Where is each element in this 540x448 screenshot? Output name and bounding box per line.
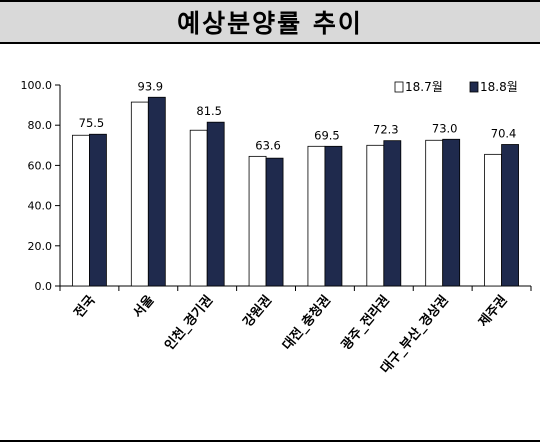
- data-label: 75.5: [79, 116, 105, 130]
- legend-label: 18.8월: [480, 80, 518, 94]
- bar-18-7: [484, 153, 502, 287]
- chart-title: 예상분양률 추이: [177, 9, 363, 38]
- category-label: 제주권: [476, 293, 511, 330]
- data-label: 69.5: [314, 128, 340, 142]
- y-tick-label: 80.0: [28, 119, 53, 132]
- title-bar: 예상분양률 추이: [0, 0, 540, 44]
- bar-18-7: [307, 145, 326, 287]
- category-label: 인천_경기권: [161, 292, 216, 353]
- bar-18-8: [442, 138, 461, 287]
- bar-18-8: [265, 157, 284, 287]
- data-label: 70.4: [491, 126, 517, 140]
- bar-18-7: [130, 101, 149, 287]
- bars: [72, 96, 519, 287]
- category-label: 전국: [71, 292, 99, 321]
- legend-swatch: [394, 81, 404, 93]
- legend-swatch: [469, 81, 479, 93]
- bar-18-7: [248, 155, 267, 287]
- category-label: 강원권: [240, 292, 275, 330]
- axes: 0.0 20.0 40.0 60.0 80.0 100.0: [21, 79, 532, 293]
- data-label: 73.0: [432, 121, 458, 135]
- bar-18-7: [366, 144, 385, 287]
- y-tick-label: 0.0: [35, 280, 53, 293]
- y-tick-label: 60.0: [28, 159, 53, 172]
- bar-18-8: [147, 96, 166, 287]
- data-label: 63.6: [255, 138, 281, 152]
- legend: 18.7월 18.8월: [394, 80, 518, 94]
- bar-18-7: [72, 134, 90, 287]
- data-label: 93.9: [138, 79, 164, 93]
- bar-18-7: [189, 129, 208, 287]
- bar-18-8: [501, 144, 519, 287]
- category-label: 서울: [130, 292, 158, 321]
- data-labels: 75.5 93.9 81.5 63.6 69.5 72.3 73.0 70.4: [79, 79, 517, 152]
- bar-18-8: [383, 140, 402, 287]
- y-tick-label: 40.0: [28, 200, 53, 213]
- category-label: 광주_전라권: [338, 292, 393, 353]
- y-tick-label: 100.0: [21, 79, 53, 92]
- bar-18-8: [324, 145, 343, 287]
- legend-label: 18.7월: [405, 80, 443, 94]
- bar-18-8: [89, 133, 107, 287]
- data-label: 81.5: [196, 104, 222, 118]
- y-tick-label: 20.0: [28, 240, 53, 253]
- bottom-rule: [0, 440, 540, 442]
- category-label: 대전_충청권: [279, 292, 334, 353]
- bar-18-7: [425, 139, 444, 287]
- data-label: 72.3: [373, 123, 399, 137]
- bar-18-8: [206, 121, 225, 287]
